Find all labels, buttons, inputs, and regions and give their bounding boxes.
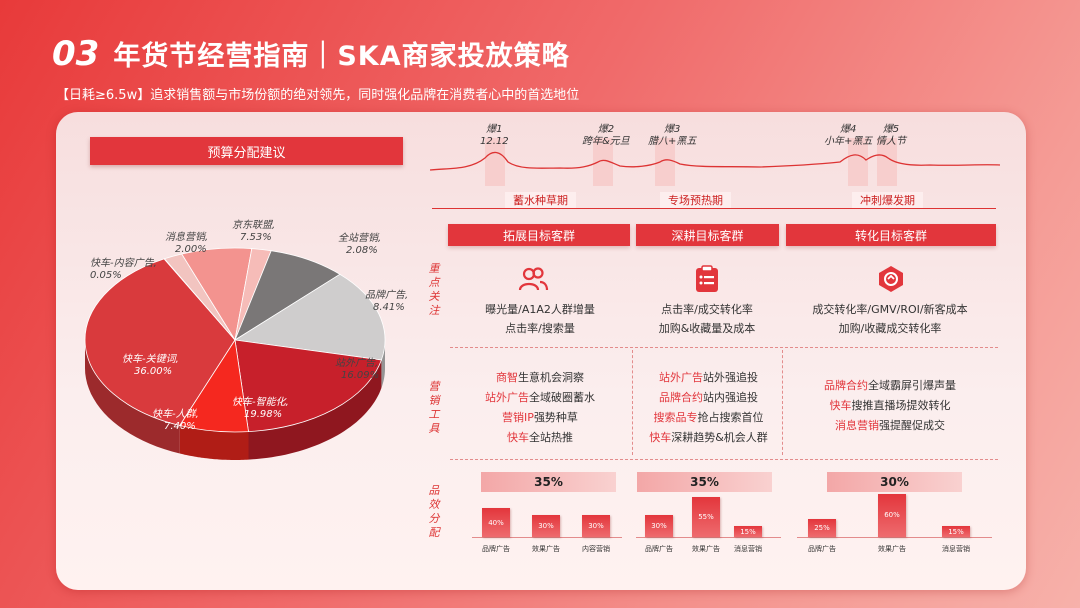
tool-item: 站外广告站外强追投 (659, 371, 758, 384)
split-bar-caption: 内容营销 (582, 545, 610, 553)
focus-convert: 成交转化率/GMV/ROI/新客成本 加购/收藏成交转化率 (812, 303, 968, 335)
row-separator-2 (450, 459, 998, 460)
phase-1: 蓄水种草期 (505, 192, 576, 208)
pie-slice-side-8 (179, 425, 249, 460)
pie-label-union: 京东联盟, 7.53% (232, 220, 276, 243)
split-bar-caption: 效果广告 (878, 545, 906, 553)
split-bar-caption: 品牌广告 (808, 545, 836, 553)
tools-convert: 品牌合约全域霸屏引爆声量 快车搜推直播场提效转化 消息营销强提醒促成交 (800, 376, 980, 436)
split-bar: 15% (734, 526, 762, 537)
pie-label-brand: 品牌广告, 8.41% (365, 290, 409, 313)
heat-timeline (430, 138, 1000, 186)
split-bar: 30% (532, 515, 560, 537)
col-heading-expand: 拓展目标客群 (448, 224, 630, 246)
heat-curve (430, 151, 1000, 171)
pie-slice-side-0 (85, 340, 180, 454)
split-bar: 25% (808, 519, 836, 537)
split-bar-caption: 品牌广告 (482, 545, 510, 553)
budget-pie-chart (84, 247, 386, 460)
col-heading-convert: 转化目标客群 (786, 224, 996, 246)
burst-label-1: 爆1 12.12 (480, 124, 509, 147)
split-total-expand: 35% (481, 472, 616, 492)
pie-slice-8 (179, 338, 249, 433)
pie-slice-7 (234, 339, 382, 433)
pie-label-fullsite: 全站营销, 2.08% (338, 233, 382, 256)
tool-item: 营销IP强势种草 (502, 411, 578, 424)
pie-label-message: 消息营销, 2.00% (165, 232, 209, 255)
pie-label-smart: 快车-智能化, 19.98% (232, 397, 289, 420)
burst-highlight-2 (593, 138, 613, 186)
pie-label-keyword: 快车-关键词, 36.00% (122, 354, 179, 377)
tool-item: 站外广告全域破圈蓄水 (485, 391, 595, 404)
pie-slice-0 (84, 258, 236, 426)
burst-highlight-5 (877, 138, 897, 186)
tool-item: 搜索品专抢占搜索首位 (653, 411, 764, 424)
page-subtitle: 【日耗≥6.5w】追求销售额与市场份额的绝对领先，同时强化品牌在消费者心中的首选… (56, 88, 580, 103)
conversion-icon (874, 262, 908, 296)
phase-3: 冲刺爆发期 (852, 192, 923, 208)
split-bar-caption: 效果广告 (692, 545, 720, 553)
pie-label-audience: 快车-人群, 7.40% (152, 409, 199, 432)
split-bar-caption: 消息营销 (942, 545, 970, 553)
section-number: 03 (52, 34, 100, 74)
split-baseline-2 (636, 537, 781, 538)
tool-item: 品牌合约站内强追投 (659, 391, 758, 404)
split-bar-caption: 品牌广告 (645, 545, 673, 553)
tool-item: 商智生意机会洞察 (496, 371, 584, 384)
phase-2: 专场预热期 (660, 192, 731, 208)
split-baseline-3 (797, 537, 992, 538)
tools-expand: 商智生意机会洞察 站外广告全域破圈蓄水 营销IP强势种草 快车全站热推 (465, 368, 615, 448)
tool-item: 快车搜推直播场提效转化 (829, 399, 951, 412)
timeline-axis (432, 208, 996, 209)
row-separator-1 (450, 347, 998, 348)
burst-highlight-1 (485, 138, 505, 186)
split-bar-caption: 消息营销 (734, 545, 762, 553)
burst-highlight-4 (848, 138, 868, 186)
slide-title: 03 年货节经营指南｜SKA商家投放策略 (52, 34, 570, 74)
pie-slice-6 (233, 273, 386, 361)
burst-highlight-3 (655, 138, 675, 186)
split-baseline-1 (472, 537, 622, 538)
focus-deepen: 点击率/成交转化率 加购&收藏量及成本 (658, 303, 756, 335)
budget-heading: 预算分配建议 (90, 137, 403, 165)
clipboard-icon (690, 262, 724, 296)
col-heading-deepen: 深耕目标客群 (636, 224, 779, 246)
col-separator-1 (632, 350, 633, 455)
tool-item: 品牌合约全域霸屏引爆声量 (824, 379, 956, 392)
burst-label-5: 爆5 情人节 (876, 124, 906, 147)
tools-deepen: 站外广告站外强追投 品牌合约站内强追投 搜索品专抢占搜索首位 快车深耕趋势&机会… (636, 368, 781, 448)
col-separator-2 (782, 350, 783, 455)
burst-label-3: 爆3 腊八+黑五 (648, 124, 697, 147)
tool-item: 快车深耕趋势&机会人群 (649, 431, 768, 444)
tool-item: 消息营销强提醒促成交 (835, 419, 945, 432)
split-bar-caption: 效果广告 (532, 545, 560, 553)
pie-slice-side-7 (248, 360, 382, 460)
users-icon (516, 262, 550, 296)
split-total-deepen: 35% (637, 472, 772, 492)
split-bar: 55% (692, 497, 720, 537)
burst-label-4: 爆4 小年+黑五 (824, 124, 873, 147)
split-bar: 30% (645, 515, 673, 537)
pie-label-content-ad: 快车-内容广告, 0.05% (90, 258, 157, 281)
split-bar: 40% (482, 508, 510, 537)
page-title: 年货节经营指南｜SKA商家投放策略 (113, 41, 570, 72)
row-label-focus: 重点关注 (428, 262, 440, 317)
split-bar: 15% (942, 526, 970, 537)
split-bar: 30% (582, 515, 610, 537)
split-total-convert: 30% (827, 472, 962, 492)
row-label-tools: 营销工具 (428, 380, 440, 435)
burst-label-2: 爆2 跨年&元旦 (582, 124, 630, 147)
tool-item: 快车全站热推 (507, 431, 573, 444)
pie-label-offsite: 站外广告, 16.09% (335, 358, 380, 381)
split-bar: 60% (878, 493, 906, 537)
row-label-split: 品效分配 (428, 484, 440, 539)
focus-expand: 曝光量/A1A2人群增量 点击率/搜索量 (485, 303, 595, 335)
